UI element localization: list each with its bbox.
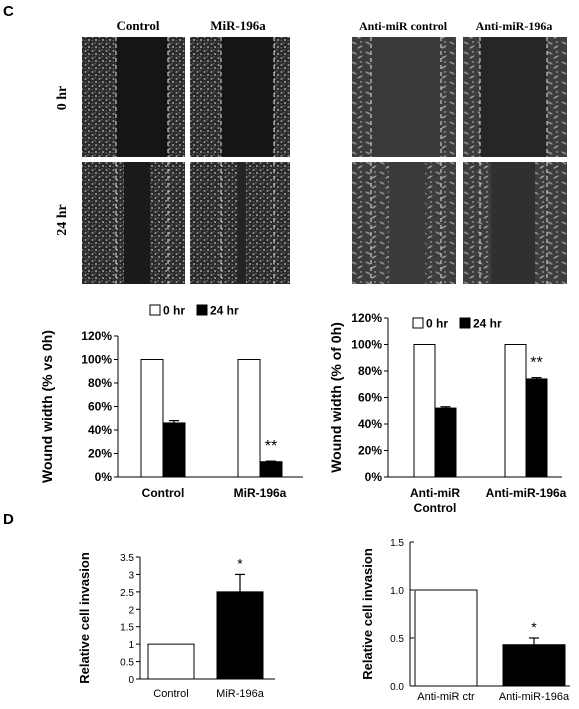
micrograph-control-0hr <box>82 37 185 157</box>
y-tick-label: 0.0 <box>390 682 404 693</box>
y-tick-label: 20% <box>358 444 382 458</box>
y-tick-label: 2 <box>128 605 134 616</box>
bar-series-a <box>413 344 436 478</box>
bar <box>414 589 478 687</box>
y-tick-label: 80% <box>88 376 112 390</box>
x-category-label: Control <box>414 501 457 515</box>
panel-label-c: C <box>3 3 14 20</box>
legend-swatch <box>149 304 161 316</box>
chart-wound-width-mir196a: 0% 20% 40% 60% 80% 100% 120% Wound width (% vs … <box>39 304 303 500</box>
y-tick-label: 1.5 <box>120 623 134 634</box>
y-tick-label: 0.5 <box>120 658 134 669</box>
micrograph-mir196a-24hr <box>190 162 290 284</box>
micro-header-control: Control <box>116 18 159 33</box>
x-category-label: MiR-196a <box>234 486 287 500</box>
x-category-label: Control <box>153 688 188 700</box>
bar-series-b <box>259 461 283 478</box>
row-label-24hr: 24 hr <box>55 204 70 236</box>
x-category-label: MiR-196a <box>216 688 265 700</box>
micro-header-antimir196a: Anti-miR-196a <box>476 19 553 33</box>
micrograph-antimir196a-24hr <box>463 162 567 284</box>
y-tick-label: 100% <box>81 353 112 367</box>
legend-swatch <box>196 304 208 316</box>
y-tick-label: 20% <box>88 447 112 461</box>
y-axis-label: Relative cell invasion <box>360 548 375 680</box>
significance-label: ** <box>530 355 542 372</box>
micrograph-antimir-control-0hr <box>352 37 456 157</box>
legend-label: 0 hr <box>163 304 185 318</box>
significance-label: * <box>237 555 243 571</box>
y-tick-label: 60% <box>88 400 112 414</box>
y-tick-label: 1.0 <box>390 586 404 597</box>
bar-series-a <box>237 359 261 478</box>
legend-label: 0 hr <box>426 317 448 331</box>
micrograph-mir196a-0hr <box>190 37 290 157</box>
bar-series-b <box>434 407 457 478</box>
y-tick-label: 120% <box>81 329 112 343</box>
y-tick-label: 60% <box>358 391 382 405</box>
x-category-label: Anti-miR-196a <box>499 691 570 703</box>
chart-invasion-antimir196a: 0.0 0.5 1.0 1.5 Relative cell invasion Anti-m… <box>360 538 570 703</box>
y-tick-label: 0% <box>365 470 383 484</box>
micrograph-control-24hr <box>82 162 185 284</box>
y-tick-label: 0% <box>95 470 113 484</box>
bar <box>502 644 566 687</box>
x-category-label: Anti-miR <box>410 486 460 500</box>
y-tick-label: 0.5 <box>390 634 404 645</box>
y-tick-label: 80% <box>358 364 382 378</box>
micro-header-mir196a: MiR-196a <box>210 18 266 33</box>
y-tick-label: 0 <box>128 675 134 686</box>
y-tick-label: 100% <box>351 338 382 352</box>
bar-series-a <box>140 359 164 478</box>
y-axis-label: Relative cell invasion <box>77 552 92 684</box>
y-axis-label: Wound width (% of 0h) <box>328 322 344 473</box>
legend-label: 24 hr <box>473 317 502 331</box>
bar-series-b <box>525 378 548 478</box>
bar <box>216 591 264 680</box>
significance-label: ** <box>265 438 277 455</box>
y-tick-label: 120% <box>351 311 382 325</box>
x-category-label: Control <box>142 486 185 500</box>
legend-label: 24 hr <box>210 304 239 318</box>
y-tick-label: 3 <box>128 570 134 581</box>
panel-label-d: D <box>3 511 14 528</box>
legend-swatch <box>459 317 471 329</box>
y-tick-label: 3.5 <box>120 553 134 564</box>
bar <box>147 643 195 680</box>
y-tick-label: 1.5 <box>390 538 404 549</box>
y-axis-label: Wound width (% vs 0h) <box>39 330 55 483</box>
row-label-0hr: 0 hr <box>55 86 70 111</box>
y-tick-label: 40% <box>88 423 112 437</box>
y-tick-label: 1 <box>128 640 134 651</box>
x-category-label: Anti-miR ctr <box>417 691 475 703</box>
y-tick-label: 40% <box>358 417 382 431</box>
chart-invasion-mir196a: 0 0.5 1 1.5 2 2.5 3 3.5 Relative cell invasion Co… <box>77 552 275 700</box>
micro-header-antimir-control: Anti-miR control <box>359 19 448 33</box>
chart-wound-width-antimir196a: 0% 20% 40% 60% 80% 100% 120% Wound width (% of … <box>328 311 567 515</box>
bar-series-a <box>504 344 527 478</box>
micrograph-antimir-control-24hr <box>352 162 456 284</box>
bar-series-b <box>162 422 186 478</box>
x-category-label: Anti-miR-196a <box>486 486 567 500</box>
legend-swatch <box>412 317 424 329</box>
micrograph-antimir196a-0hr <box>463 37 567 157</box>
significance-label: * <box>531 619 537 635</box>
y-tick-label: 2.5 <box>120 588 134 599</box>
